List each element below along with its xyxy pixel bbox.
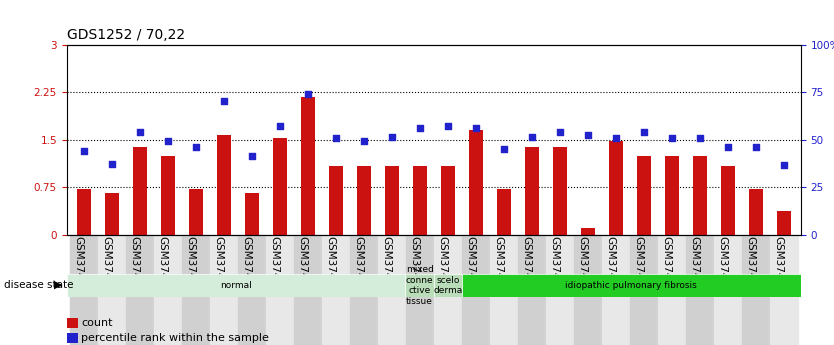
Bar bbox=[69, 235, 98, 345]
Bar bbox=[217, 135, 230, 235]
Point bbox=[497, 146, 510, 152]
Bar bbox=[770, 235, 798, 345]
Bar bbox=[602, 235, 630, 345]
Bar bbox=[300, 97, 314, 235]
Text: count: count bbox=[82, 318, 113, 328]
FancyBboxPatch shape bbox=[67, 274, 405, 297]
Bar bbox=[329, 166, 343, 235]
Text: scelo
derma: scelo derma bbox=[433, 276, 462, 295]
Bar bbox=[265, 235, 294, 345]
Bar bbox=[776, 210, 791, 235]
Point bbox=[217, 98, 230, 103]
Text: disease state: disease state bbox=[4, 280, 73, 289]
Point bbox=[245, 153, 259, 158]
Bar bbox=[133, 147, 147, 235]
Bar bbox=[349, 235, 378, 345]
Text: mixed
conne
ctive
tissue: mixed conne ctive tissue bbox=[405, 265, 434, 306]
Bar bbox=[357, 166, 370, 235]
Bar bbox=[322, 235, 349, 345]
Point bbox=[749, 145, 762, 150]
Point bbox=[413, 126, 426, 131]
Point bbox=[77, 148, 90, 154]
Bar bbox=[67, 318, 78, 328]
Bar bbox=[67, 333, 78, 343]
Bar bbox=[686, 235, 714, 345]
Bar bbox=[462, 235, 490, 345]
Point bbox=[273, 123, 286, 129]
Bar bbox=[294, 235, 322, 345]
Text: idiopathic pulmonary fibrosis: idiopathic pulmonary fibrosis bbox=[565, 281, 697, 290]
Bar bbox=[182, 235, 209, 345]
Bar bbox=[693, 156, 706, 235]
Point bbox=[385, 134, 399, 139]
Point bbox=[525, 134, 539, 139]
Bar bbox=[273, 138, 287, 235]
Point bbox=[329, 136, 342, 141]
Bar bbox=[580, 228, 595, 235]
Bar bbox=[209, 235, 238, 345]
Point bbox=[105, 161, 118, 167]
Point bbox=[133, 129, 146, 135]
Bar bbox=[161, 156, 174, 235]
Point bbox=[189, 145, 203, 150]
Bar bbox=[440, 166, 455, 235]
Bar bbox=[188, 189, 203, 235]
Bar bbox=[405, 235, 434, 345]
Point bbox=[357, 138, 370, 144]
Bar bbox=[384, 166, 399, 235]
Bar bbox=[741, 235, 770, 345]
Point bbox=[665, 136, 678, 141]
Bar bbox=[553, 147, 567, 235]
Bar bbox=[434, 235, 462, 345]
Point bbox=[721, 145, 735, 150]
FancyBboxPatch shape bbox=[462, 274, 801, 297]
Text: percentile rank within the sample: percentile rank within the sample bbox=[82, 333, 269, 343]
Point bbox=[777, 162, 791, 168]
Bar bbox=[721, 166, 735, 235]
Point bbox=[609, 136, 622, 141]
Text: normal: normal bbox=[220, 281, 252, 290]
Point bbox=[161, 138, 174, 144]
Bar bbox=[658, 235, 686, 345]
Point bbox=[469, 126, 482, 131]
Bar bbox=[637, 156, 651, 235]
Bar bbox=[77, 189, 91, 235]
Point bbox=[441, 123, 455, 129]
Point bbox=[637, 129, 651, 135]
Point bbox=[693, 136, 706, 141]
Bar bbox=[609, 141, 623, 235]
FancyBboxPatch shape bbox=[434, 274, 462, 297]
Bar bbox=[714, 235, 741, 345]
Bar bbox=[497, 189, 510, 235]
Bar bbox=[238, 235, 265, 345]
Point bbox=[301, 91, 314, 97]
Bar bbox=[153, 235, 182, 345]
Bar bbox=[413, 166, 427, 235]
Bar bbox=[518, 235, 545, 345]
Bar bbox=[104, 194, 118, 235]
Bar bbox=[525, 147, 539, 235]
Bar bbox=[469, 130, 483, 235]
Bar bbox=[126, 235, 153, 345]
FancyBboxPatch shape bbox=[405, 274, 434, 297]
Bar bbox=[378, 235, 405, 345]
Bar bbox=[665, 156, 679, 235]
Bar bbox=[630, 235, 658, 345]
Point bbox=[553, 129, 566, 135]
Bar bbox=[574, 235, 602, 345]
Text: GDS1252 / 70,22: GDS1252 / 70,22 bbox=[67, 28, 185, 42]
Bar bbox=[244, 194, 259, 235]
Bar bbox=[545, 235, 574, 345]
Point bbox=[581, 132, 595, 137]
Bar bbox=[749, 189, 763, 235]
Bar bbox=[490, 235, 518, 345]
Text: ▶: ▶ bbox=[54, 280, 63, 289]
Bar bbox=[98, 235, 126, 345]
